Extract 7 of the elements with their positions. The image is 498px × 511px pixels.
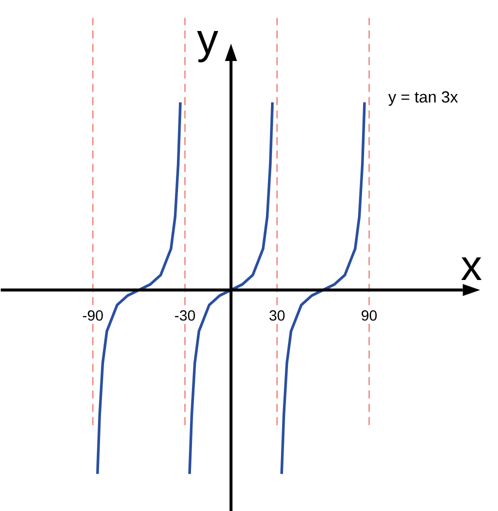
x-tick-label: -30: [175, 310, 195, 321]
y-axis-title: y: [197, 30, 218, 62]
annotation: y = tan 3x: [388, 91, 458, 106]
x-tick-label: 90: [362, 310, 377, 321]
x-tick-label: 30: [269, 310, 285, 321]
x-axis-title: x: [461, 257, 482, 280]
x-tick-label: -90: [82, 310, 103, 321]
